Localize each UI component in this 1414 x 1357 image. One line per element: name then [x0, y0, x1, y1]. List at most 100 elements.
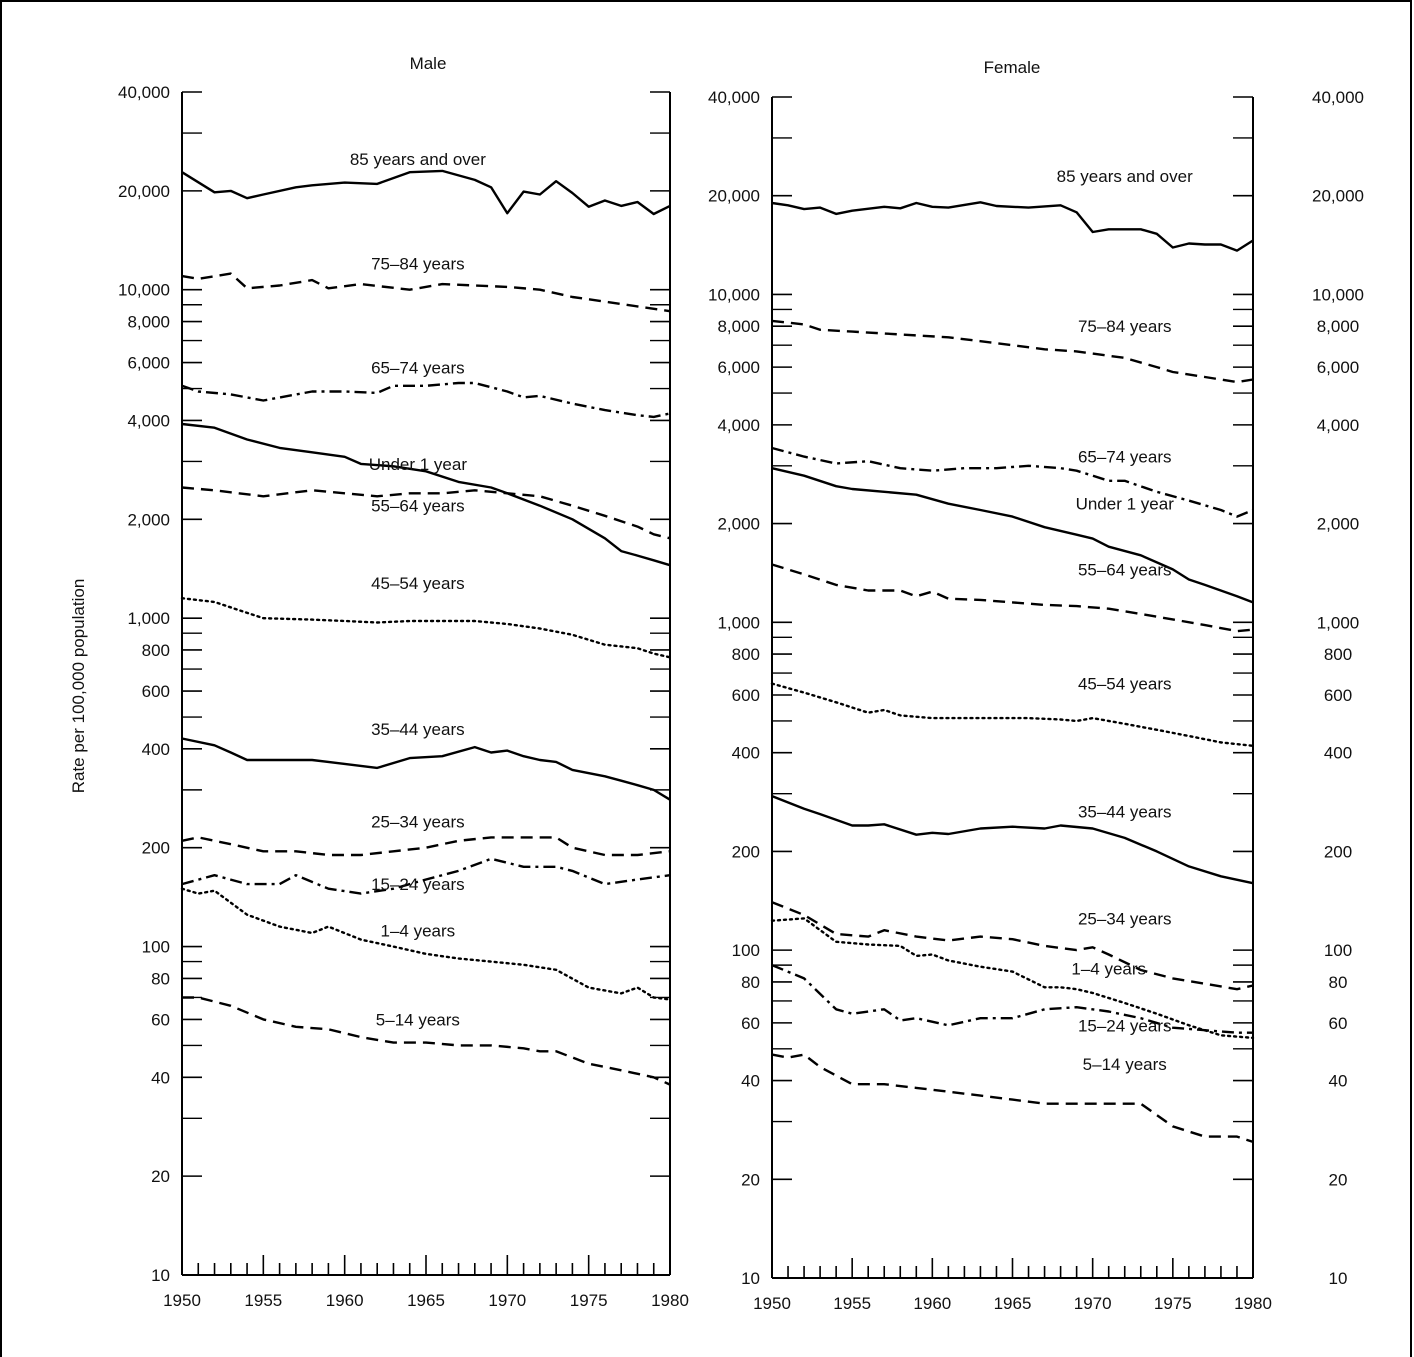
- y-tick-label-left-male: 4,000: [127, 411, 170, 430]
- series-label-female-under-1-year: Under 1 year: [1076, 495, 1175, 514]
- series-label-female-25-34-years: 25–34 years: [1078, 909, 1172, 928]
- series-label-male-55-64-years: 55–64 years: [371, 497, 465, 516]
- y-tick-label-left-female: 400: [732, 744, 760, 763]
- series-line-female-15-24-years: [771, 963, 1253, 1034]
- y-tick-label-left-male: 1,000: [127, 609, 170, 628]
- y-tick-label-left-female: 1,000: [717, 613, 760, 632]
- y-tick-label-left-male: 400: [142, 740, 170, 759]
- y-tick-label-left-male: 60: [151, 1010, 170, 1029]
- x-tick-label-female: 1960: [913, 1294, 951, 1313]
- y-tick-label-right-female: 80: [1329, 973, 1348, 992]
- series-label-female-5-14-years: 5–14 years: [1083, 1055, 1167, 1074]
- x-tick-label-male: 1960: [326, 1291, 364, 1310]
- y-tick-label-left-male: 800: [142, 641, 170, 660]
- y-tick-label-right-female: 60: [1329, 1014, 1348, 1033]
- series-line-male-75-84-years: [181, 272, 671, 313]
- series-line-female-75-84-years: [771, 319, 1254, 384]
- y-tick-label-left-female: 10: [741, 1269, 760, 1288]
- y-tick-label-left-female: 10,000: [708, 285, 760, 304]
- y-tick-label-left-female: 20: [741, 1170, 760, 1189]
- series-label-male-65-74-years: 65–74 years: [371, 358, 465, 377]
- x-tick-label-male: 1980: [651, 1291, 689, 1310]
- series-line-male-45-54-years: [180, 597, 672, 659]
- series-line-male-85-years-and-over: [181, 169, 671, 216]
- series-line-male-35-44-years: [181, 737, 671, 801]
- series-label-male-1-4-years: 1–4 years: [381, 921, 456, 940]
- y-tick-label-left-male: 10: [151, 1266, 170, 1285]
- x-tick-label-male: 1970: [488, 1291, 526, 1310]
- x-tick-label-female: 1950: [753, 1294, 791, 1313]
- x-tick-label-female: 1980: [1234, 1294, 1272, 1313]
- y-tick-label-right-female: 4,000: [1317, 416, 1360, 435]
- panel-title-female: Female: [984, 58, 1041, 77]
- series-label-female-55-64-years: 55–64 years: [1078, 560, 1172, 579]
- y-tick-label-left-male: 2,000: [127, 510, 170, 529]
- y-tick-label-left-female: 6,000: [717, 358, 760, 377]
- y-tick-label-left-female: 4,000: [717, 416, 760, 435]
- y-tick-label-left-female: 20,000: [708, 187, 760, 206]
- series-label-female-35-44-years: 35–44 years: [1078, 802, 1172, 821]
- series-line-female-5-14-years: [771, 1053, 1254, 1144]
- y-tick-label-right-female: 10: [1329, 1269, 1348, 1288]
- y-tick-label-left-male: 200: [142, 839, 170, 858]
- y-tick-label-right-female: 20,000: [1312, 187, 1364, 206]
- y-tick-label-left-female: 60: [741, 1014, 760, 1033]
- x-tick-label-male: 1975: [570, 1291, 608, 1310]
- y-tick-label-right-female: 100: [1324, 941, 1352, 960]
- series-label-male-5-14-years: 5–14 years: [376, 1010, 460, 1029]
- y-tick-label-right-female: 2,000: [1317, 515, 1360, 534]
- series-line-female-25-34-years: [771, 901, 1254, 991]
- series-line-female-55-64-years: [771, 563, 1254, 633]
- y-tick-label-left-male: 10,000: [118, 281, 170, 300]
- x-tick-label-female: 1975: [1154, 1294, 1192, 1313]
- y-tick-label-left-male: 6,000: [127, 354, 170, 373]
- series-line-female-1-4-years: [770, 917, 1255, 1040]
- x-tick-label-male: 1950: [163, 1291, 201, 1310]
- y-tick-label-left-female: 100: [732, 941, 760, 960]
- y-tick-label-left-male: 8,000: [127, 313, 170, 332]
- series-line-male-5-14-years: [182, 996, 671, 1086]
- series-label-male-35-44-years: 35–44 years: [371, 720, 465, 739]
- series-line-male-under-1-year: [181, 422, 671, 567]
- y-tick-label-left-male: 600: [142, 682, 170, 701]
- series-label-female-1-4-years: 1–4 years: [1071, 959, 1146, 978]
- y-tick-label-right-female: 8,000: [1317, 317, 1360, 336]
- y-tick-label-left-female: 80: [741, 973, 760, 992]
- y-tick-label-right-female: 200: [1324, 842, 1352, 861]
- y-tick-label-right-female: 6,000: [1317, 358, 1360, 377]
- x-tick-label-male: 1955: [244, 1291, 282, 1310]
- series-line-female-under-1-year: [771, 467, 1254, 604]
- y-tick-label-left-female: 40: [741, 1072, 760, 1091]
- series-label-male-under-1-year: Under 1 year: [369, 455, 468, 474]
- series-line-female-65-74-years: [771, 446, 1254, 518]
- series-label-female-85-years-and-over: 85 years and over: [1057, 167, 1193, 186]
- series-label-male-45-54-years: 45–54 years: [371, 574, 465, 593]
- y-tick-label-left-male: 40,000: [118, 83, 170, 102]
- series-line-female-85-years-and-over: [771, 201, 1254, 252]
- series-line-male-25-34-years: [181, 836, 671, 857]
- y-tick-label-left-female: 200: [732, 842, 760, 861]
- y-tick-label-left-female: 8,000: [717, 317, 760, 336]
- y-tick-label-left-female: 2,000: [717, 515, 760, 534]
- series-line-female-45-54-years: [770, 682, 1255, 747]
- series-line-male-55-64-years: [181, 486, 671, 540]
- y-tick-label-left-female: 40,000: [708, 88, 760, 107]
- y-tick-label-right-female: 800: [1324, 645, 1352, 664]
- y-tick-label-right-female: 40,000: [1312, 88, 1364, 107]
- x-tick-label-male: 1965: [407, 1291, 445, 1310]
- series-label-male-25-34-years: 25–34 years: [371, 813, 465, 832]
- y-tick-label-left-male: 20: [151, 1167, 170, 1186]
- y-tick-label-right-female: 400: [1324, 744, 1352, 763]
- x-tick-label-female: 1965: [994, 1294, 1032, 1313]
- y-tick-label-left-male: 80: [151, 969, 170, 988]
- y-tick-label-left-female: 600: [732, 686, 760, 705]
- y-tick-label-right-female: 20: [1329, 1170, 1348, 1189]
- y-axis-label: Rate per 100,000 population: [69, 579, 88, 794]
- y-tick-label-left-male: 20,000: [118, 182, 170, 201]
- series-line-male-1-4-years: [180, 887, 672, 1001]
- y-tick-label-left-male: 100: [142, 938, 170, 957]
- y-tick-label-right-female: 40: [1329, 1072, 1348, 1091]
- series-line-male-15-24-years: [181, 857, 671, 895]
